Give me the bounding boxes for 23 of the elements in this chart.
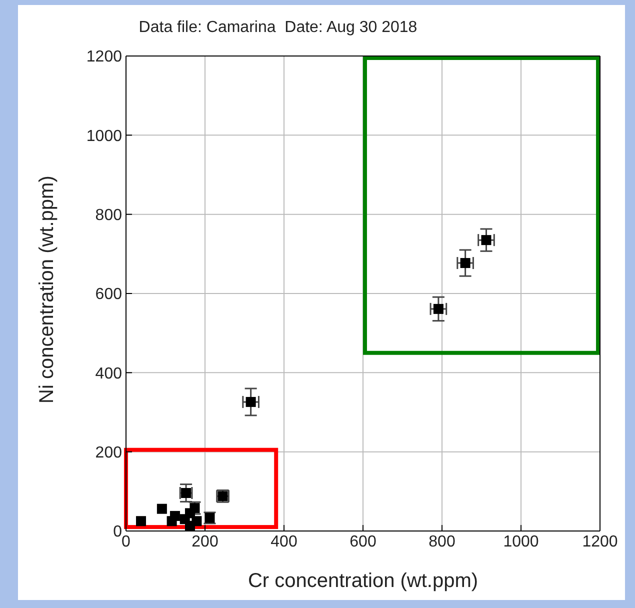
point: [246, 396, 256, 407]
x-tick-label: 400: [270, 533, 298, 550]
y-tick-label: 1000: [86, 128, 122, 145]
point: [433, 304, 444, 314]
chart-title: Data file: Camarina Date: Aug 30 2018: [138, 19, 418, 37]
x-tick-label: 1000: [503, 533, 539, 550]
y-tick-label: 1200: [86, 48, 122, 66]
y-axis-title: Ni concentration (wt.ppm): [36, 176, 58, 404]
y-tick-label: 200: [95, 444, 122, 462]
x-axis-title: Cr concentration (wt.ppm): [248, 570, 478, 592]
x-tick-label: 200: [192, 533, 218, 550]
point: [460, 258, 470, 268]
x-tick-label: 600: [350, 533, 376, 550]
y-tick-label: 400: [95, 365, 122, 382]
point: [481, 235, 492, 246]
y-tick-label: 800: [95, 207, 122, 224]
point: [192, 516, 202, 526]
point: [170, 510, 180, 521]
x-tick-label: 1200: [582, 533, 618, 550]
point: [136, 516, 146, 526]
point: [156, 504, 167, 514]
x-tick-label: 800: [428, 533, 456, 550]
y-tick-label: 600: [95, 286, 122, 304]
